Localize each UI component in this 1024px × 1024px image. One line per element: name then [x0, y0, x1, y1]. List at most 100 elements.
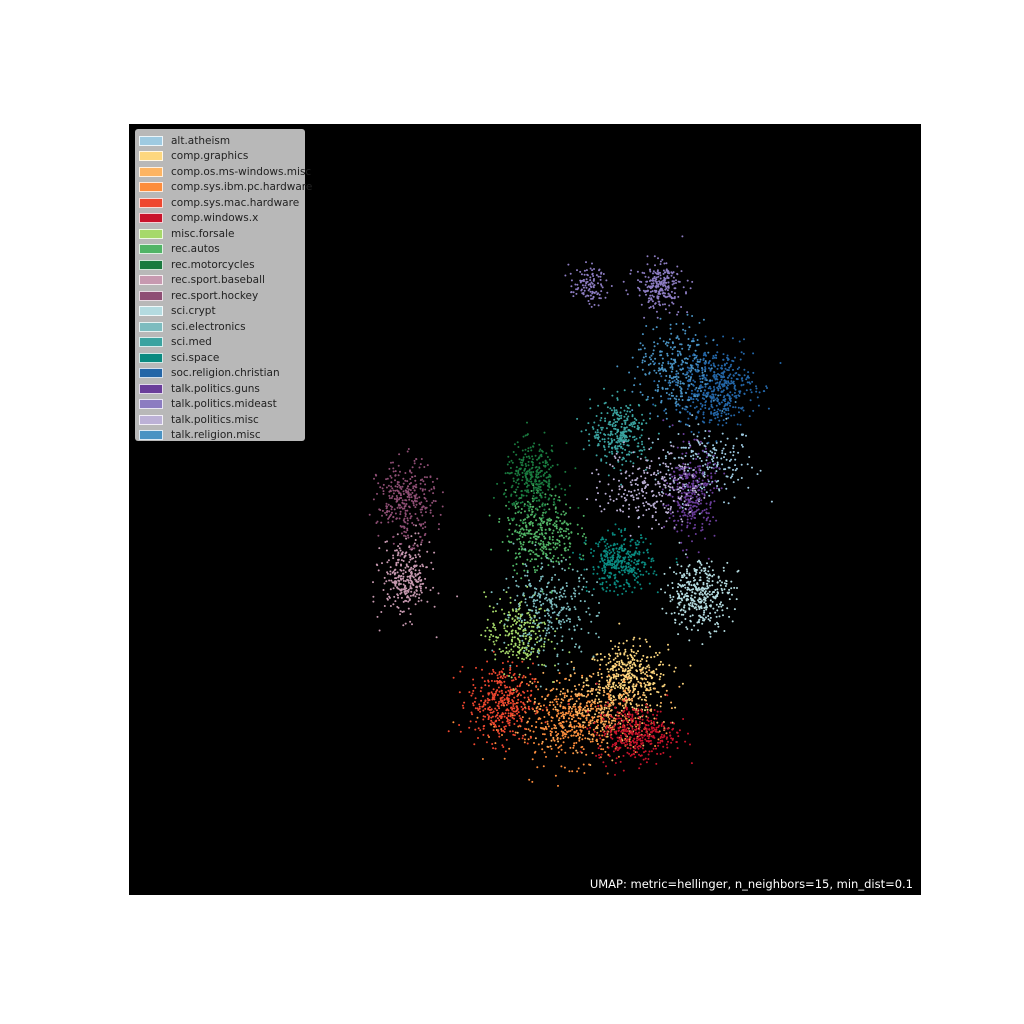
data-point — [387, 517, 390, 520]
data-point — [500, 701, 503, 703]
data-point — [557, 709, 560, 712]
data-point — [611, 560, 614, 562]
data-point — [526, 574, 529, 577]
data-point — [573, 742, 576, 745]
data-point — [618, 711, 621, 714]
data-point — [527, 684, 530, 687]
data-point — [582, 748, 585, 751]
data-point — [535, 507, 538, 510]
data-point — [540, 475, 542, 478]
data-point — [609, 660, 612, 663]
data-point — [614, 748, 617, 751]
data-point — [637, 708, 640, 711]
data-point — [723, 582, 726, 585]
data-point — [529, 560, 532, 563]
data-point — [420, 511, 423, 514]
data-point — [603, 387, 605, 390]
plot-area: alt.atheism comp.graphics comp.os.ms-windo… — [129, 124, 921, 895]
data-point — [490, 719, 493, 722]
data-point — [670, 737, 673, 740]
data-point — [409, 517, 412, 520]
data-point — [585, 590, 588, 592]
data-point — [639, 436, 641, 439]
data-point — [386, 505, 389, 508]
data-point — [596, 702, 599, 704]
data-point — [531, 677, 534, 680]
data-point — [387, 484, 390, 487]
data-point — [635, 547, 638, 549]
data-point — [418, 549, 421, 552]
data-point — [638, 734, 641, 737]
data-point — [620, 713, 623, 716]
data-point — [511, 638, 513, 641]
data-point — [623, 709, 626, 712]
data-point — [502, 703, 505, 706]
data-point — [653, 672, 656, 675]
data-point — [379, 486, 382, 489]
data-point — [512, 564, 515, 567]
data-point — [653, 709, 656, 711]
data-point — [737, 478, 740, 481]
data-point — [588, 613, 591, 616]
data-point — [402, 572, 405, 575]
data-point — [585, 701, 588, 704]
data-point — [499, 598, 502, 600]
data-point — [408, 483, 411, 485]
data-point — [492, 722, 495, 725]
data-point — [510, 648, 513, 651]
data-point — [531, 464, 534, 466]
data-point — [619, 739, 622, 742]
data-point — [624, 430, 627, 433]
data-point — [397, 561, 400, 564]
data-point — [471, 692, 474, 695]
data-point — [383, 582, 386, 585]
data-point — [384, 511, 387, 514]
data-point — [574, 608, 577, 611]
data-point — [529, 653, 531, 656]
data-point — [686, 572, 688, 575]
data-point — [494, 715, 497, 718]
data-point — [571, 726, 574, 729]
data-point — [593, 435, 596, 438]
data-point — [556, 463, 559, 466]
data-point — [380, 611, 383, 613]
data-point — [507, 689, 510, 692]
data-point — [538, 630, 541, 633]
data-point — [643, 563, 646, 566]
data-point — [532, 650, 535, 653]
data-point — [650, 560, 653, 563]
data-point — [698, 560, 701, 563]
data-point — [686, 581, 688, 584]
data-point — [522, 629, 525, 632]
data-point — [555, 679, 558, 682]
data-point — [599, 730, 602, 733]
data-point — [395, 563, 398, 566]
data-point — [456, 595, 459, 598]
data-point — [577, 767, 580, 770]
data-point — [631, 715, 634, 718]
data-point — [549, 616, 552, 619]
data-point — [614, 445, 617, 447]
data-point — [605, 663, 608, 666]
data-point — [648, 684, 651, 686]
data-point — [731, 593, 733, 596]
data-point — [628, 731, 631, 734]
data-point — [623, 427, 626, 430]
data-point — [553, 586, 556, 589]
data-point — [497, 730, 499, 733]
data-point — [512, 542, 515, 545]
data-point — [498, 732, 501, 735]
data-point — [634, 741, 637, 744]
data-point — [627, 694, 630, 697]
data-point — [643, 727, 646, 730]
data-point — [608, 442, 611, 445]
data-point — [647, 557, 650, 560]
data-point — [607, 433, 610, 436]
data-point — [711, 584, 714, 587]
data-point — [661, 491, 663, 493]
data-point — [635, 572, 638, 575]
data-point — [555, 560, 558, 563]
data-point — [416, 497, 419, 500]
data-point — [550, 727, 553, 730]
data-point — [509, 467, 512, 469]
